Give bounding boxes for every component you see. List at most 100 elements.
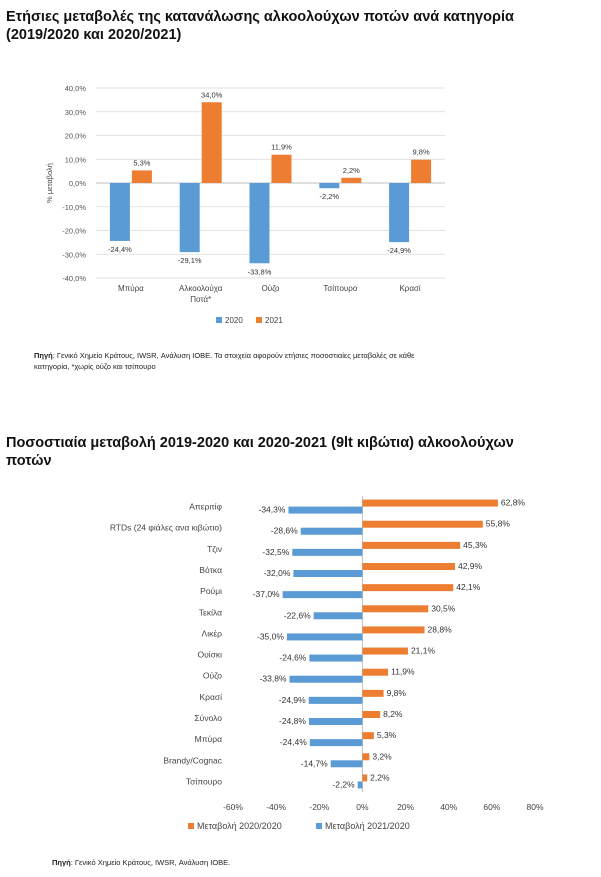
chart2-bar — [289, 675, 363, 683]
chart1-legend-swatch — [256, 317, 262, 323]
chart2-xtick-label: 20% — [397, 802, 414, 812]
chart2-data-label: -2,2% — [332, 779, 355, 789]
chart2-bar — [362, 626, 425, 634]
chart1-bar — [389, 183, 410, 243]
chart1-ytick-label: 0,0% — [69, 179, 86, 188]
chart2-bar — [286, 633, 363, 641]
chart1-ytick-label: 20,0% — [65, 132, 87, 141]
chart1-ytick-label: 40,0% — [65, 84, 87, 93]
chart2-bar — [293, 570, 363, 577]
chart1-bar — [319, 183, 340, 189]
chart2-data-label: -14,7% — [301, 758, 328, 768]
chart1-title-line2: (2019/2020 και 2020/2021) — [6, 27, 182, 43]
chart1-bar — [109, 183, 130, 241]
chart1-bar — [341, 177, 362, 183]
chart2-bar — [308, 696, 363, 704]
chart2-legend-label: Μεταβολή 2020/2020 — [197, 821, 282, 831]
chart1-bar — [179, 183, 200, 253]
chart2-data-label: 21,1% — [411, 646, 436, 656]
chart2-data-label: -35,0% — [257, 631, 284, 641]
chart2-category-label: Brandy/Cognac — [163, 755, 222, 765]
chart2-xtick-label: 0% — [356, 802, 369, 812]
chart1-category-label: Ποτά* — [190, 295, 211, 304]
chart2-bar — [362, 753, 370, 761]
chart2-xtick-label: -40% — [266, 802, 286, 812]
chart1-data-label: 9,8% — [413, 148, 430, 157]
chart2-category-label: Μπύρα — [195, 734, 222, 744]
chart1-category-label: Αλκοολούχα — [179, 284, 223, 293]
chart1-source-text-2: κατηγορία, *χωρίς ούζο και τσίπουρο — [34, 362, 156, 371]
chart1-ylabel: % μεταβολή — [45, 163, 54, 203]
chart2-category-label: Τσίπουρο — [186, 776, 222, 786]
chart2-data-label: 42,9% — [458, 561, 483, 571]
chart2-category-label: Ρούμι — [200, 586, 222, 596]
chart1-data-label: -2,2% — [320, 192, 340, 201]
chart1-bar — [201, 102, 222, 183]
chart1-source: Πηγή: Γενικό Χημείο Κράτους, IWSR, Ανάλυ… — [34, 350, 415, 372]
chart1-bar — [249, 183, 270, 264]
chart2-category-label: Κρασί — [199, 692, 222, 702]
chart2-category-label: Ούζο — [203, 671, 222, 681]
chart2-data-label: -37,0% — [253, 589, 280, 599]
chart1-data-label: 2,2% — [343, 166, 360, 175]
chart2-legend-swatch — [316, 823, 322, 829]
chart2-bar — [309, 654, 363, 662]
chart2-bar — [362, 774, 368, 782]
chart1-ytick-label: 30,0% — [65, 108, 87, 117]
chart2-source: Πηγή: Γενικό Χημείο Κράτους, IWSR, Ανάλυ… — [52, 857, 230, 868]
chart2-source-label: Πηγή — [52, 858, 71, 867]
chart2-data-label: -32,0% — [263, 568, 290, 578]
chart2-bar — [362, 668, 389, 676]
chart2-data-label: -24,4% — [280, 737, 307, 747]
chart2-data-label: -24,6% — [279, 653, 306, 663]
chart2-bar — [362, 647, 408, 655]
chart1-data-label: 5,3% — [133, 158, 150, 167]
chart2-xtick-label: 40% — [440, 802, 457, 812]
chart2-data-label: 45,3% — [463, 540, 488, 550]
chart2-data-label: 9,8% — [387, 688, 407, 698]
chart2-bar — [362, 732, 374, 740]
chart2-xtick-label: -60% — [223, 802, 243, 812]
chart1-bar — [131, 170, 152, 183]
chart1-category-label: Κρασί — [399, 284, 420, 293]
chart2-bar — [330, 760, 363, 768]
chart1-data-label: -29,1% — [178, 256, 202, 265]
chart2-data-label: 3,2% — [372, 751, 392, 761]
chart2-legend-swatch — [188, 823, 194, 829]
chart2-category-label: Σύνολο — [194, 713, 222, 723]
chart1-title-line1: Ετήσιες μεταβολές της κατανάλωσης αλκοολ… — [6, 9, 514, 25]
chart2-category-label: Βότκα — [199, 565, 222, 575]
chart1-ytick-label: -30,0% — [62, 250, 86, 259]
chart2-xtick-label: 80% — [526, 802, 543, 812]
chart2-data-label: 2,2% — [370, 772, 390, 782]
chart1-category-label: Ούζο — [261, 284, 280, 293]
chart2-category-label: RTDs (24 φιάλες ανα κιβώτιο) — [110, 523, 222, 533]
chart2-bar — [288, 506, 363, 514]
chart1-ytick-label: 10,0% — [65, 155, 87, 164]
chart2-bar — [313, 612, 363, 620]
chart2-category-label: Λικέρ — [202, 628, 223, 638]
chart2-title: Ποσοστιαία μεταβολή 2019-2020 και 2020-2… — [6, 434, 591, 470]
chart1-data-label: 11,9% — [271, 143, 292, 152]
chart2-data-label: -33,8% — [260, 674, 287, 684]
chart2-bar — [309, 739, 363, 747]
chart1-source-label: Πηγή — [34, 351, 53, 360]
chart1-bar — [411, 159, 432, 183]
chart2-bar — [362, 605, 429, 613]
chart2-legend-label: Μεταβολή 2021/2020 — [325, 821, 410, 831]
chart2-data-label: -32,5% — [262, 547, 289, 557]
chart2-xtick-label: -20% — [309, 802, 329, 812]
chart1-category-label: Τσίπουρο — [323, 284, 358, 293]
chart1-ytick-label: -10,0% — [62, 203, 86, 212]
chart2-bar — [300, 527, 363, 535]
chart2-title-line2: ποτών — [6, 453, 52, 469]
chart2-category-label: Ουίσκι — [197, 650, 222, 660]
chart2-data-label: 55,8% — [486, 519, 511, 529]
chart1-data-label: 34,0% — [201, 90, 223, 99]
chart2-xtick-label: 60% — [483, 802, 500, 812]
chart2-data-label: 11,9% — [391, 667, 415, 677]
chart2-data-label: 42,1% — [456, 582, 481, 592]
chart2-bar — [362, 563, 455, 570]
chart2-source-text: : Γενικό Χημείο Κράτους, IWSR, Ανάλυση Ι… — [70, 858, 231, 867]
chart2-data-label: -28,6% — [271, 526, 298, 536]
